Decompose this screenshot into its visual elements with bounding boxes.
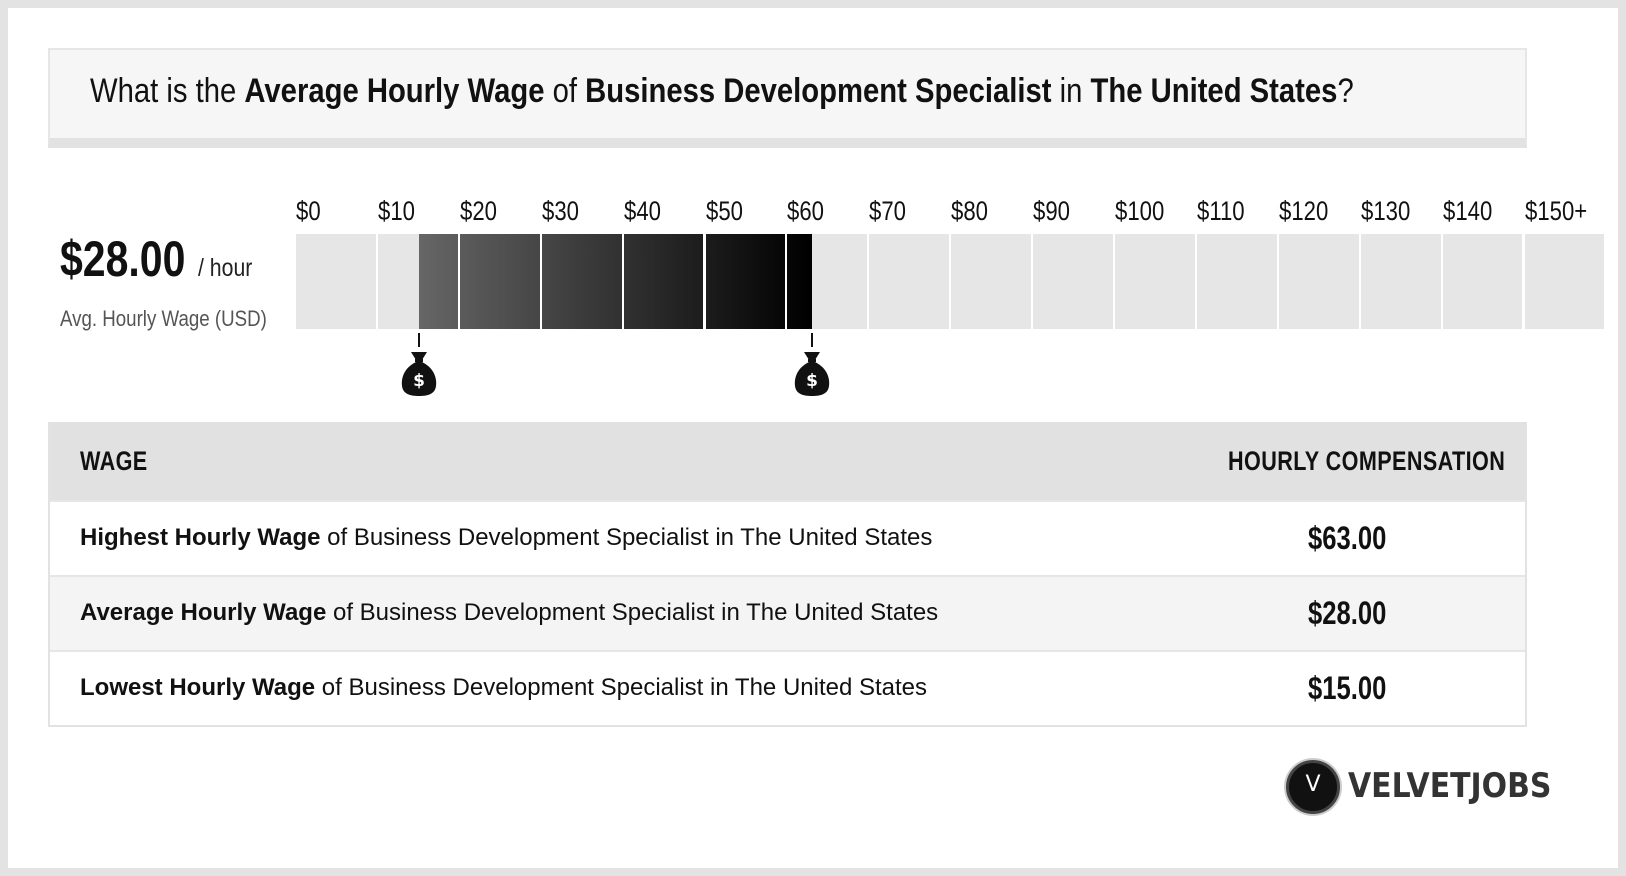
scale-segment (1115, 234, 1195, 329)
tick-label: $130 (1360, 196, 1410, 226)
tick-label: $140 (1442, 196, 1492, 226)
tick-label: $80 (951, 196, 989, 226)
scale-segment (1442, 234, 1523, 329)
table-row: Highest Hourly Wage of Business Developm… (50, 500, 1525, 575)
title-box: What is the Average Hourly Wage of Busin… (48, 48, 1527, 148)
table-row: Lowest Hourly Wage of Business Developme… (50, 650, 1525, 725)
row-label: Highest Hourly Wage of Business Developm… (80, 524, 933, 551)
wage-range-bar (541, 234, 622, 329)
money-bag-icon: $ (400, 348, 438, 398)
wage-range-bar (459, 234, 540, 329)
tick-label: $120 (1278, 196, 1329, 226)
tick-label: $50 (705, 196, 743, 226)
svg-text:$: $ (413, 371, 425, 391)
scale-segment (1033, 234, 1113, 329)
tick-label: $110 (1196, 196, 1245, 226)
average-value: $28.00 (60, 231, 186, 287)
tick-label: $150+ (1524, 196, 1587, 226)
row-label: Average Hourly Wage of Business Developm… (80, 599, 939, 626)
average-unit: / hour (198, 254, 253, 282)
scale-segment (1278, 234, 1359, 329)
marker-line (417, 333, 420, 347)
row-value: $28.00 (1308, 595, 1387, 631)
page-title: What is the Average Hourly Wage of Busin… (90, 72, 1354, 110)
scale-segment (1360, 234, 1441, 329)
money-bag-icon: $ (793, 348, 831, 398)
tick-label: $20 (459, 196, 497, 226)
tick-label: $10 (377, 196, 415, 226)
tick-label: $100 (1115, 196, 1165, 226)
wage-table: WAGE HOURLY COMPENSATION Highest Hourly … (48, 422, 1527, 727)
row-label: Lowest Hourly Wage of Business Developme… (80, 674, 928, 701)
tick-label: $70 (869, 196, 907, 226)
table-row: Average Hourly Wage of Business Developm… (50, 575, 1525, 650)
average-caption: Avg. Hourly Wage (USD) (60, 306, 267, 331)
scale-segment (951, 234, 1032, 329)
header-wage: WAGE (80, 446, 148, 476)
scale-segment (296, 234, 376, 329)
wage-range-bar (705, 234, 786, 329)
logo-text: VELVETJOBS (1348, 766, 1552, 806)
scale-segment (1196, 234, 1277, 329)
tick-label: $40 (623, 196, 661, 226)
logo-mark-letter: V (1305, 772, 1321, 797)
scale-segment (1524, 234, 1605, 329)
wage-range-bar (623, 234, 704, 329)
tick-label: $30 (541, 196, 579, 226)
wage-range-bar (418, 234, 458, 329)
header-hourly-compensation: HOURLY COMPENSATION (1228, 446, 1506, 476)
row-value: $63.00 (1308, 520, 1387, 556)
tick-label: $90 (1033, 196, 1071, 226)
tick-label: $0 (296, 196, 321, 226)
scale-segment (869, 234, 950, 329)
wage-range-bar (787, 234, 812, 329)
tick-label: $60 (787, 196, 825, 226)
svg-text:$: $ (806, 371, 818, 391)
marker-line (810, 333, 813, 347)
row-value: $15.00 (1308, 670, 1387, 706)
logo-mark (1286, 760, 1340, 814)
table-header: WAGE HOURLY COMPENSATION (50, 422, 1525, 500)
